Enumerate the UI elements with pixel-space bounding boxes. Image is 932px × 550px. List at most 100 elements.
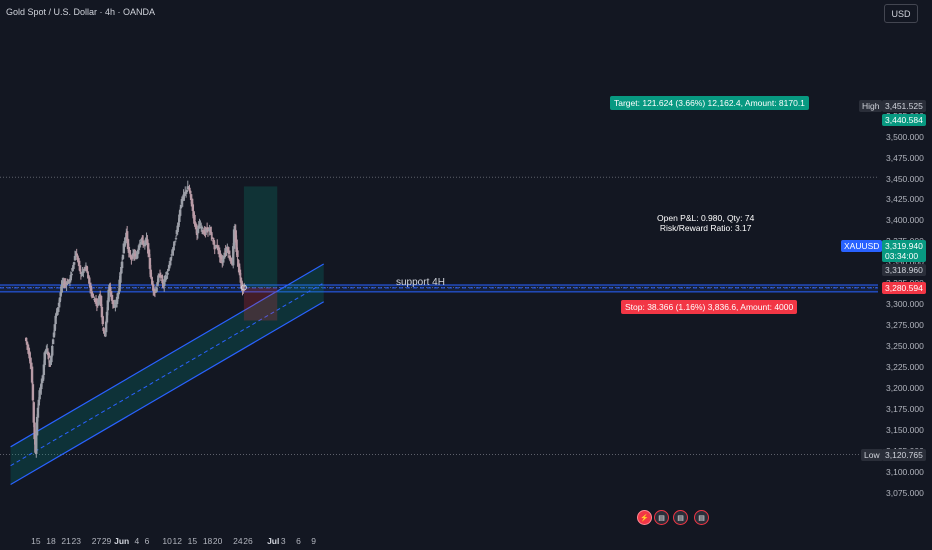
x-tick-label: Jun (114, 536, 130, 546)
y-tick-label: 3,350.000 (886, 257, 924, 268)
candle-body (56, 307, 60, 312)
candle-body (175, 230, 179, 235)
currency-button[interactable]: USD (884, 4, 918, 23)
candle-body (35, 434, 38, 454)
candle-body (152, 288, 156, 293)
candle-body (43, 352, 46, 366)
candle-body (164, 275, 168, 280)
candle-body (73, 255, 77, 261)
candle-body (114, 305, 117, 308)
x-tick-label: 24 (233, 536, 243, 546)
candle-body (236, 250, 239, 258)
candle-body (142, 244, 146, 246)
candle-body (169, 257, 173, 261)
candle-body (61, 282, 64, 288)
candle-body (79, 272, 83, 274)
candle-body (150, 277, 153, 280)
candle-body (25, 341, 29, 345)
candle-body (26, 344, 30, 349)
candle-body (184, 191, 188, 193)
candle-body (176, 225, 179, 233)
candle-body (106, 300, 110, 311)
candle-body (168, 262, 172, 266)
x-tick-label: 12 (172, 536, 182, 546)
candle-body (225, 248, 228, 252)
lightning-icon[interactable]: ⚡ (637, 510, 652, 525)
candle-body (168, 265, 171, 269)
candle-body (172, 246, 175, 251)
x-tick-label: 15 (187, 536, 198, 546)
candle-body (238, 269, 242, 276)
channel-fill (10, 264, 324, 485)
candle-body (115, 296, 119, 304)
candle-body (82, 270, 85, 274)
candle-body (102, 327, 105, 332)
candle-body (131, 256, 134, 259)
support-label: support 4H (396, 277, 445, 288)
x-tick-label: 4 (134, 536, 140, 546)
x-tick-label: 9 (311, 536, 316, 546)
high-label-tag: High (859, 100, 883, 112)
candle-body (242, 285, 246, 288)
candle-body (224, 250, 227, 252)
open-pnl-line: Open P&L: 0.980, Qty: 74 (657, 213, 755, 223)
candle-body (209, 231, 212, 233)
candle-body (110, 294, 114, 301)
y-tick-label: 3,475.000 (886, 152, 924, 163)
y-tick-label: 3,225.000 (886, 362, 924, 373)
candle-body (111, 300, 115, 305)
candle-body (56, 308, 59, 316)
candle-body (158, 274, 162, 278)
candle-body (140, 238, 143, 242)
y-tick-label: 3,500.000 (886, 131, 924, 142)
candle-body (39, 389, 42, 393)
candle-body (237, 259, 240, 267)
candle-body (68, 278, 72, 282)
y-tick-label: 3,175.000 (886, 404, 924, 415)
us-flag-icon[interactable]: ▤ (654, 510, 669, 525)
candle-body (74, 253, 78, 257)
candle-body (30, 366, 34, 383)
risk-reward-line: Risk/Reward Ratio: 3.17 (659, 223, 752, 233)
candle-body (233, 229, 237, 231)
candle-body (117, 290, 120, 295)
candle-body (192, 211, 195, 219)
candle-body (89, 285, 93, 291)
x-tick-label: 20 (212, 536, 223, 546)
candle-body (94, 300, 98, 302)
candle-body (189, 194, 193, 201)
candle-body (136, 253, 139, 259)
candle-body (228, 255, 232, 260)
candle-body (69, 274, 72, 281)
candle-body (122, 243, 126, 254)
us-flag-icon[interactable]: ▤ (673, 510, 688, 525)
candle-body (65, 283, 68, 286)
candle-body (171, 251, 174, 254)
candle-body (149, 269, 152, 278)
candle-body (121, 254, 125, 259)
candle-body (83, 268, 86, 270)
candle-body (64, 283, 67, 285)
us-flag-icon[interactable]: ▤ (694, 510, 709, 525)
candle-body (92, 296, 95, 298)
candle-body (222, 257, 226, 259)
candle-body (128, 252, 131, 254)
candle-body (237, 263, 241, 273)
candle-body (54, 315, 57, 325)
candle-body (216, 246, 220, 251)
candle-body (84, 265, 88, 267)
x-tick-label: 23 (71, 536, 81, 546)
candle-body (212, 240, 216, 245)
candle-body (210, 237, 214, 239)
x-tick-label: 27 (91, 536, 102, 546)
candle-body (67, 281, 70, 284)
candle-body (30, 363, 33, 367)
target-label: Target: 121.624 (3.66%) 12,162.4, Amount… (610, 96, 809, 110)
candle-body (95, 303, 99, 306)
candle-body (70, 273, 73, 276)
chart-title: Gold Spot / U.S. Dollar · 4h · OANDA (6, 7, 156, 17)
candle-body (152, 284, 155, 291)
countdown: 03:34:00 (885, 251, 919, 261)
x-tick-label: Jul (267, 536, 280, 546)
